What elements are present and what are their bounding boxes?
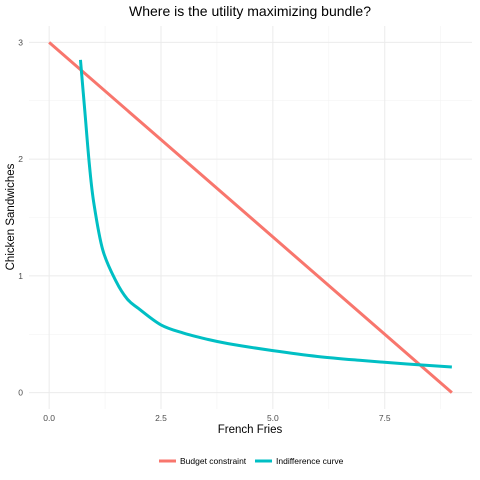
- y-tick-label: 0: [18, 388, 23, 398]
- x-tick-label: 7.5: [379, 413, 391, 423]
- y-tick-label: 3: [18, 37, 23, 47]
- legend-label-budget-constraint: Budget constraint: [180, 456, 247, 466]
- x-tick-label: 2.5: [155, 413, 167, 423]
- legend: Budget constraint Indifference curve: [159, 456, 344, 466]
- x-tick-label: 0.0: [43, 413, 55, 423]
- y-tick-label: 2: [18, 154, 23, 164]
- tick-layer: 0.0 2.5 5.0 7.5 0 1 2 3: [18, 37, 391, 423]
- legend-label-indifference-curve: Indifference curve: [276, 456, 344, 466]
- chart-title: Where is the utility maximizing bundle?: [129, 3, 371, 19]
- series-line-indifference-curve: [78, 59, 452, 369]
- series-layer: [48, 41, 453, 394]
- series-line-budget-constraint: [48, 41, 453, 394]
- y-axis-title: Chicken Sandwiches: [5, 163, 17, 270]
- x-tick-label: 5.0: [267, 413, 279, 423]
- y-tick-label: 1: [18, 271, 23, 281]
- x-axis-title: French Fries: [218, 424, 283, 436]
